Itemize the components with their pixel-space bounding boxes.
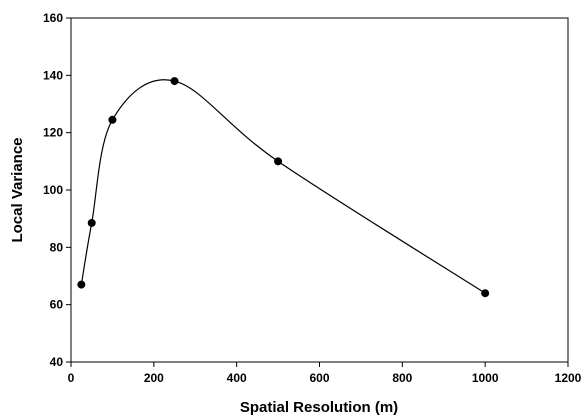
tick-labels: 0 200 400 600 800 1000 1200 40 60 80 100 120 140 160 xyxy=(43,11,582,385)
data-point xyxy=(77,280,86,289)
x-axis-title: Spatial Resolution (m) xyxy=(240,399,398,416)
x-tick-label: 200 xyxy=(144,371,164,385)
y-tick-label: 120 xyxy=(43,126,63,140)
data-point xyxy=(170,77,179,86)
data-point xyxy=(481,289,490,298)
data-point xyxy=(274,157,283,166)
x-tick-label: 0 xyxy=(68,371,75,385)
y-tick-label: 100 xyxy=(43,183,63,197)
x-tick-label: 600 xyxy=(309,371,329,385)
data-point xyxy=(108,115,117,124)
data-point xyxy=(87,218,96,227)
y-tick-label: 160 xyxy=(43,11,63,25)
y-tick-label: 80 xyxy=(50,240,64,254)
y-axis-title: Local Variance xyxy=(9,137,26,242)
y-tick-label: 60 xyxy=(50,298,64,312)
x-tick-label: 1000 xyxy=(472,371,499,385)
y-tick-label: 140 xyxy=(43,68,63,82)
data-points xyxy=(77,77,490,298)
tick-marks xyxy=(66,17,569,367)
x-tick-label: 1200 xyxy=(555,371,582,385)
series-line xyxy=(80,79,486,294)
x-tick-label: 800 xyxy=(392,371,412,385)
y-tick-label: 40 xyxy=(50,355,64,369)
plot-area xyxy=(70,17,569,363)
x-tick-label: 400 xyxy=(227,371,247,385)
